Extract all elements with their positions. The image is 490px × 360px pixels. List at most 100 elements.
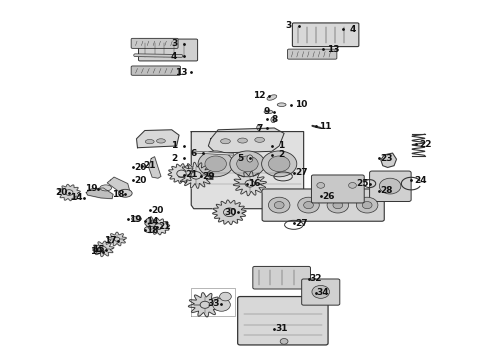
- Ellipse shape: [157, 139, 165, 143]
- Circle shape: [274, 202, 284, 209]
- Ellipse shape: [271, 117, 276, 123]
- Circle shape: [262, 151, 297, 177]
- Circle shape: [333, 202, 343, 209]
- Text: 17: 17: [104, 237, 117, 246]
- Text: 23: 23: [380, 154, 393, 163]
- Circle shape: [269, 197, 290, 213]
- Text: 21: 21: [185, 170, 197, 179]
- Circle shape: [362, 202, 372, 209]
- Circle shape: [356, 197, 378, 213]
- Ellipse shape: [132, 216, 142, 221]
- FancyBboxPatch shape: [238, 297, 328, 345]
- Polygon shape: [108, 232, 126, 246]
- Text: 13: 13: [175, 68, 188, 77]
- Text: 27: 27: [295, 219, 308, 228]
- Text: 6: 6: [191, 149, 197, 158]
- Circle shape: [379, 178, 401, 194]
- Circle shape: [269, 156, 290, 172]
- Circle shape: [223, 208, 235, 217]
- FancyBboxPatch shape: [131, 66, 180, 75]
- Polygon shape: [145, 217, 156, 229]
- Text: 14: 14: [70, 193, 83, 202]
- Polygon shape: [188, 293, 221, 317]
- FancyBboxPatch shape: [139, 39, 197, 61]
- Circle shape: [298, 197, 319, 213]
- Polygon shape: [168, 164, 195, 183]
- Text: 15: 15: [92, 246, 105, 255]
- Text: 20: 20: [134, 163, 146, 172]
- Circle shape: [348, 183, 356, 188]
- Text: 34: 34: [317, 288, 329, 297]
- Text: 10: 10: [295, 100, 307, 109]
- FancyBboxPatch shape: [288, 49, 337, 59]
- Text: 31: 31: [275, 324, 288, 333]
- Text: 25: 25: [356, 179, 368, 188]
- Circle shape: [304, 202, 314, 209]
- Text: 21: 21: [158, 222, 171, 231]
- Text: 22: 22: [419, 140, 432, 149]
- FancyBboxPatch shape: [253, 266, 311, 289]
- Polygon shape: [233, 171, 267, 196]
- Text: 9: 9: [264, 107, 270, 116]
- FancyBboxPatch shape: [293, 23, 359, 46]
- Text: 13: 13: [327, 45, 339, 54]
- Circle shape: [237, 156, 258, 172]
- Polygon shape: [208, 128, 284, 153]
- Text: 21: 21: [144, 161, 156, 170]
- Text: 1: 1: [171, 141, 177, 150]
- Polygon shape: [137, 130, 179, 148]
- Polygon shape: [178, 162, 214, 188]
- Polygon shape: [191, 132, 304, 209]
- Text: 12: 12: [253, 91, 266, 100]
- Circle shape: [280, 338, 288, 344]
- Ellipse shape: [255, 137, 265, 142]
- FancyBboxPatch shape: [369, 171, 411, 202]
- FancyBboxPatch shape: [131, 39, 178, 48]
- Ellipse shape: [264, 110, 273, 114]
- Text: 4: 4: [171, 52, 177, 61]
- Text: 3: 3: [286, 21, 292, 30]
- FancyBboxPatch shape: [312, 175, 364, 203]
- Text: 8: 8: [271, 114, 277, 123]
- Text: 2: 2: [278, 150, 285, 159]
- FancyBboxPatch shape: [302, 279, 340, 305]
- Circle shape: [191, 172, 201, 179]
- Ellipse shape: [100, 185, 112, 191]
- Text: 16: 16: [248, 179, 261, 188]
- Ellipse shape: [257, 125, 261, 130]
- Text: 20: 20: [134, 176, 146, 185]
- Ellipse shape: [119, 189, 132, 197]
- Circle shape: [317, 183, 325, 188]
- Circle shape: [155, 224, 162, 229]
- Text: 20: 20: [55, 188, 68, 197]
- Ellipse shape: [247, 155, 253, 162]
- Polygon shape: [107, 177, 130, 195]
- Text: 33: 33: [207, 299, 220, 308]
- Text: 29: 29: [202, 172, 215, 181]
- Ellipse shape: [146, 139, 154, 144]
- Circle shape: [198, 151, 233, 177]
- Text: 26: 26: [322, 192, 334, 201]
- Circle shape: [205, 156, 226, 172]
- Text: 18: 18: [146, 226, 158, 235]
- FancyBboxPatch shape: [262, 189, 384, 221]
- Text: 4: 4: [349, 25, 356, 34]
- Polygon shape: [147, 219, 170, 235]
- Text: 1: 1: [278, 141, 285, 150]
- Polygon shape: [58, 184, 80, 201]
- Circle shape: [65, 190, 73, 195]
- Circle shape: [213, 298, 230, 311]
- Polygon shape: [149, 157, 161, 178]
- Polygon shape: [86, 188, 113, 199]
- Circle shape: [327, 197, 348, 213]
- Text: 24: 24: [415, 176, 427, 185]
- Text: 14: 14: [146, 217, 158, 226]
- Polygon shape: [381, 153, 396, 167]
- Circle shape: [245, 180, 255, 187]
- Text: 19: 19: [129, 215, 142, 224]
- Text: 11: 11: [319, 122, 332, 131]
- Circle shape: [220, 292, 231, 301]
- Ellipse shape: [220, 139, 230, 144]
- Text: 7: 7: [256, 123, 263, 132]
- Text: 27: 27: [295, 168, 308, 177]
